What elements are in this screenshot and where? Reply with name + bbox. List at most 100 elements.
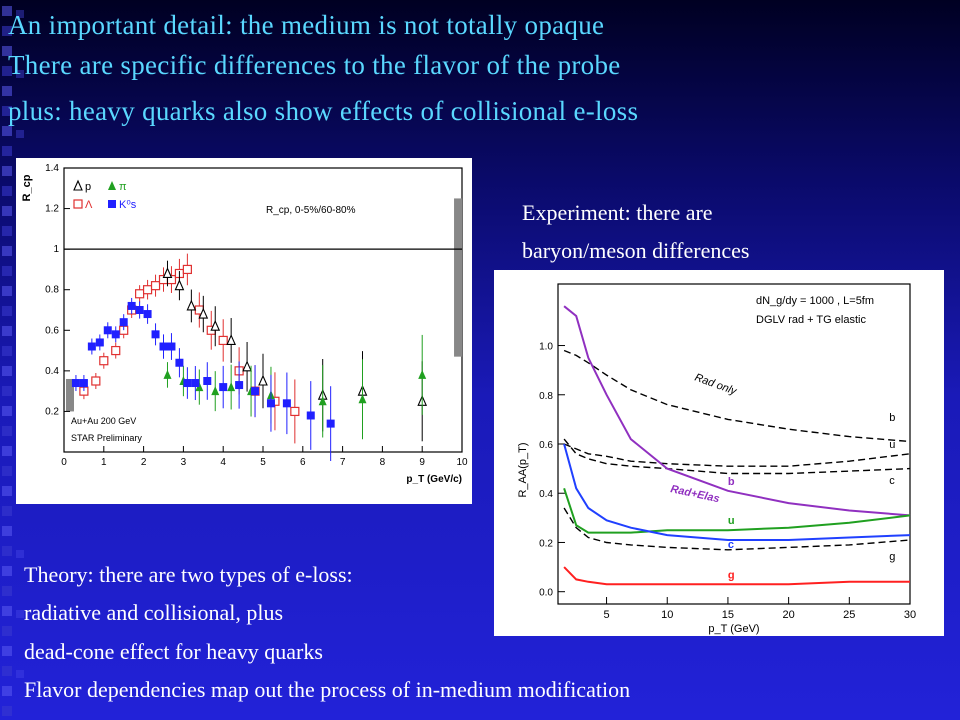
series-line-solid-c	[563, 443, 911, 541]
data-point	[87, 342, 96, 351]
plot-frame	[557, 283, 911, 605]
legend-label: p	[85, 181, 91, 193]
decorative-square	[2, 266, 12, 276]
data-point	[135, 306, 144, 314]
y-tick-label: 0.4	[45, 366, 59, 377]
decorative-square	[2, 246, 12, 256]
data-point	[142, 285, 153, 295]
systematic-band	[65, 378, 74, 412]
decorative-square	[2, 706, 12, 716]
data-point	[242, 360, 252, 372]
decorative-square	[2, 606, 12, 616]
curve-label: b	[728, 476, 735, 488]
x-tick-label: 1	[101, 457, 107, 468]
y-tick-label: 0.8	[539, 391, 553, 402]
decorative-square	[16, 70, 24, 78]
raa-chart-panel: 5 10 15 20 25 30 0.0 0.2 0.4 0.6 0.8 1.0 p_T (GeV) R_…	[494, 270, 944, 636]
decorative-square	[2, 106, 12, 116]
data-point	[127, 301, 136, 310]
data-point	[211, 386, 220, 396]
data-point	[150, 281, 161, 291]
series-open-square	[79, 253, 300, 444]
x-tick-label: 3	[181, 457, 187, 468]
legend-label: K⁰s	[119, 199, 137, 211]
experiment-caption-line-1: Experiment: there are	[522, 200, 713, 225]
y-axis-label: R_AA(p_T)	[517, 442, 529, 497]
experiment-caption-line-2: baryon/meson differences	[522, 238, 750, 263]
rcp-chart-panel: 0 1 2 3 4 5 6 7 8 9 10 0.2 0.4 0.6 0.8 1 1.2 1.4 p_T (GeV/…	[16, 158, 472, 504]
theory-caption-line-4: Flavor dependencies map out the process …	[24, 677, 631, 702]
decorative-square	[2, 66, 12, 76]
y-tick-label: 1.2	[45, 204, 59, 215]
legend-label: π	[119, 181, 127, 193]
data-point	[135, 289, 145, 299]
decorative-square	[2, 546, 12, 556]
decorative-square	[2, 486, 12, 496]
y-tick-label: 0.4	[539, 489, 553, 500]
decorative-square	[2, 526, 12, 536]
decorative-square	[16, 550, 24, 558]
x-tick-label: 15	[722, 609, 734, 621]
decorative-square	[2, 646, 12, 656]
chart-annotation: DGLV rad + TG elastic	[756, 314, 866, 326]
x-tick-label: 25	[843, 609, 855, 621]
x-tick-label: 6	[300, 457, 306, 468]
decorative-square	[2, 46, 12, 56]
y-axis-label: R_cp	[21, 174, 33, 201]
decorative-square	[2, 626, 12, 636]
data-point	[235, 381, 244, 390]
decorative-square	[2, 26, 12, 36]
decorative-square	[2, 286, 12, 296]
series-filled-square	[71, 297, 335, 461]
curve-label: c	[889, 475, 895, 487]
x-tick-label: 8	[380, 457, 386, 468]
data-point	[210, 319, 221, 331]
decorative-square	[2, 426, 12, 436]
x-tick-label: 9	[419, 457, 425, 468]
data-point	[326, 419, 335, 428]
x-tick-label: 0	[61, 457, 67, 468]
legend-label: Λ	[85, 199, 93, 211]
data-point	[306, 411, 315, 420]
data-point	[159, 342, 168, 351]
data-point	[111, 330, 120, 339]
decorative-square	[2, 466, 12, 476]
y-tick-label: 0.8	[45, 285, 59, 296]
data-point	[226, 334, 237, 345]
data-point	[418, 369, 427, 379]
decorative-square	[2, 366, 12, 376]
decorative-square	[2, 386, 12, 396]
rcp-chart: 0 1 2 3 4 5 6 7 8 9 10 0.2 0.4 0.6 0.8 1 1.2 1.4 p_T (GeV/…	[21, 163, 468, 485]
decorative-square	[2, 346, 12, 356]
x-tick-label: 4	[220, 457, 226, 468]
curve-label: g	[728, 569, 735, 581]
data-point	[266, 399, 275, 408]
series-line-dashed-g	[563, 507, 911, 551]
data-point	[151, 330, 160, 339]
decorative-square	[16, 610, 24, 618]
y-tick-label: 0.6	[539, 440, 553, 451]
raa-chart: 5 10 15 20 25 30 0.0 0.2 0.4 0.6 0.8 1.0 p_T (GeV) R_…	[517, 283, 916, 635]
data-point	[111, 345, 121, 356]
headline-line-2: There are specific differences to the fl…	[8, 50, 621, 80]
data-point	[99, 356, 109, 366]
data-point	[73, 179, 83, 191]
x-tick-label: 10	[661, 609, 673, 621]
curve-label: b	[889, 412, 895, 424]
decorative-square	[2, 226, 12, 236]
decorative-square	[2, 146, 12, 156]
curve-annotation: Rad only	[693, 372, 739, 399]
decorative-square	[2, 6, 12, 16]
x-tick-label: 10	[456, 457, 468, 468]
decorative-square	[2, 686, 12, 696]
data-point	[174, 279, 185, 291]
decorative-square	[2, 666, 12, 676]
x-tick-label: 20	[782, 609, 794, 621]
series-line-dashed-b	[563, 349, 911, 443]
y-tick-label: 1.0	[539, 342, 553, 353]
data-point	[290, 406, 300, 417]
chart-annotation: Au+Au 200 GeV	[71, 416, 136, 426]
data-point	[163, 369, 172, 379]
decorative-square	[2, 126, 12, 136]
decorative-square	[2, 206, 12, 216]
